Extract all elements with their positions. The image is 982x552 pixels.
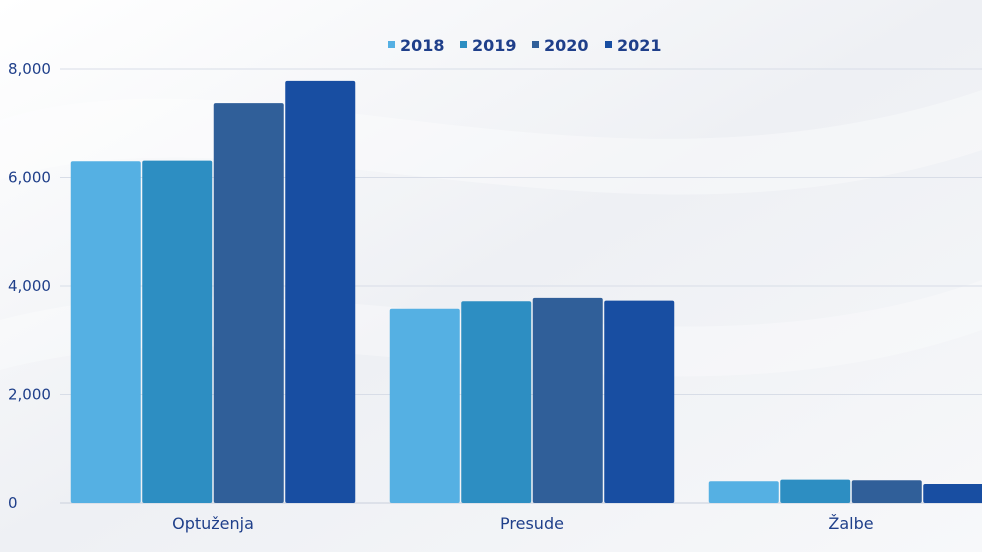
legend-label: 2021 [617,36,662,55]
legend-swatch [532,41,539,48]
bar [389,308,460,503]
category-label: Optuženja [172,514,254,533]
bar [213,103,284,504]
legend-swatch [460,41,467,48]
bar [780,479,851,503]
y-tick-label: 0 [8,494,18,512]
y-tick-label: 4,000 [8,277,51,295]
bar [532,297,603,503]
y-tick-label: 8,000 [8,60,51,78]
bar [142,160,213,503]
bar [851,480,922,503]
bar [923,484,982,503]
legend-label: 2018 [400,36,445,55]
legend-swatch [605,41,612,48]
legend-label: 2020 [544,36,589,55]
y-tick-label: 2,000 [8,386,51,404]
legend-label: 2019 [472,36,517,55]
bar [604,300,675,503]
legend-swatch [388,41,395,48]
category-label: Presude [500,514,564,533]
bar [708,481,779,503]
bar [70,161,141,503]
y-tick-label: 6,000 [8,169,51,187]
bar [461,301,532,503]
category-label: Žalbe [828,514,873,533]
bar [285,80,356,503]
